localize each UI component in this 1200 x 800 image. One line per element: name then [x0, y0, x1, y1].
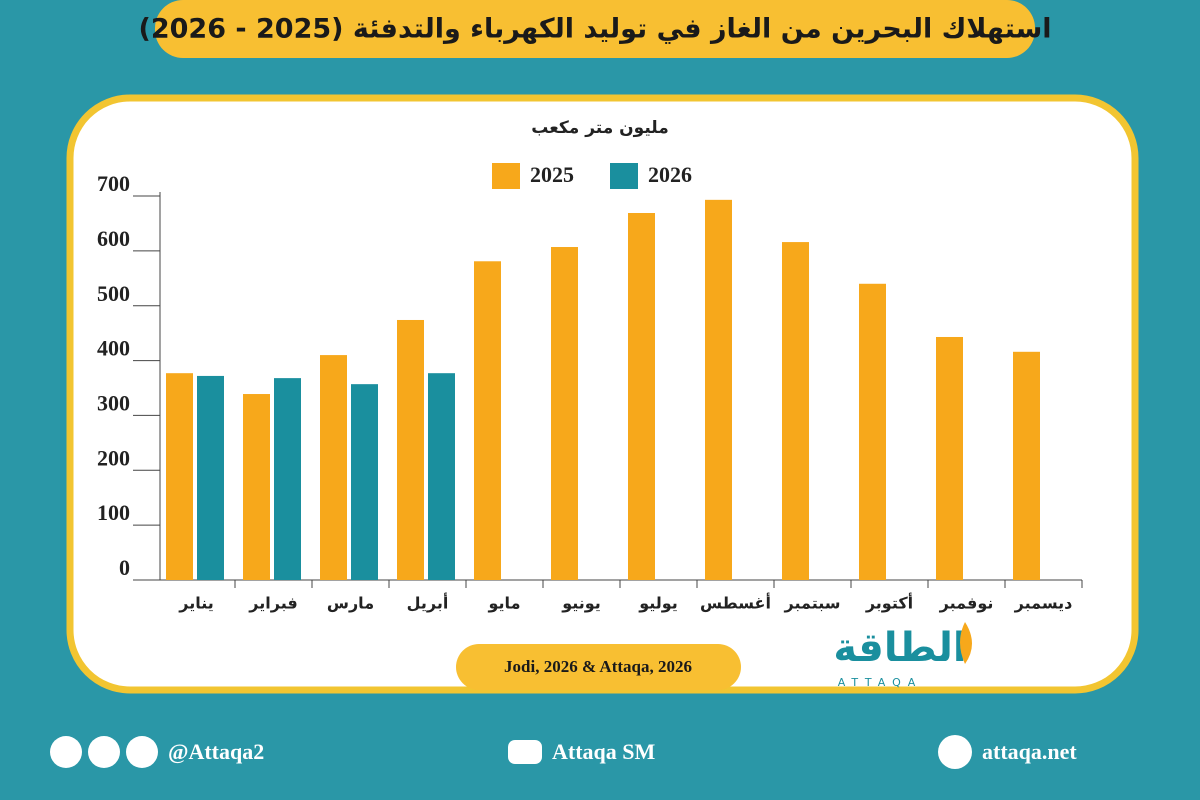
- bar: [166, 373, 193, 580]
- x-tick-label: مايو: [488, 594, 521, 613]
- website[interactable]: attaqa.net: [982, 739, 1077, 764]
- legend-label: 2025: [530, 162, 574, 187]
- bar: [705, 199, 732, 580]
- bar: [397, 319, 424, 580]
- bar: [1013, 351, 1040, 580]
- legend-swatch: [492, 163, 520, 189]
- bar: [320, 355, 347, 580]
- logo-text: الطاقة: [833, 625, 966, 671]
- facebook-icon[interactable]: [126, 736, 158, 768]
- legend-label: 2026: [648, 162, 692, 187]
- legend-swatch: [610, 163, 638, 189]
- x-tick-label: مارس: [327, 594, 374, 613]
- y-tick-label: 700: [97, 171, 130, 196]
- y-tick-label: 100: [97, 500, 130, 525]
- y-tick-label: 600: [97, 226, 130, 251]
- youtube-icon[interactable]: [508, 740, 542, 764]
- x-tick-label: ديسمبر: [1014, 594, 1073, 613]
- bar: [782, 242, 809, 580]
- x-tick-label: يناير: [178, 594, 214, 613]
- y-tick-label: 200: [97, 445, 130, 470]
- x-tick-label: أغسطس: [700, 593, 771, 613]
- x-icon[interactable]: [50, 736, 82, 768]
- bar: [936, 336, 963, 580]
- y-tick-label: 400: [97, 336, 130, 361]
- bar: [351, 384, 378, 580]
- bar: [474, 261, 501, 580]
- social-handle[interactable]: @Attaqa2: [168, 739, 264, 764]
- x-tick-label: فبراير: [248, 594, 297, 613]
- source: Jodi, 2026 & Attaqa, 2026: [504, 657, 692, 676]
- y-tick-label: 0: [119, 555, 130, 580]
- bar: [428, 373, 455, 580]
- logo-icon: [960, 622, 972, 664]
- y-tick-label: 500: [97, 281, 130, 306]
- x-tick-label: أكتوبر: [865, 593, 913, 613]
- x-tick-label: يونيو: [561, 594, 601, 613]
- bar: [859, 283, 886, 580]
- bar: [197, 375, 224, 580]
- x-tick-label: يوليو: [638, 594, 678, 613]
- instagram-icon[interactable]: [88, 736, 120, 768]
- y-tick-label: 300: [97, 390, 130, 415]
- x-tick-label: نوفمبر: [939, 594, 994, 613]
- chart-title: استهلاك البحرين من الغاز في توليد الكهرب…: [138, 14, 1051, 45]
- y-axis-label: مليون متر مكعب: [531, 118, 668, 138]
- youtube-handle[interactable]: Attaqa SM: [552, 739, 656, 764]
- x-tick-label: سبتمبر: [783, 594, 840, 613]
- footer: @Attaqa2 Attaqa SM attaqa.net: [50, 735, 1077, 769]
- web-icon[interactable]: [938, 735, 972, 769]
- bar: [551, 247, 578, 580]
- x-tick-label: أبريل: [407, 593, 449, 613]
- title-banner: [155, 0, 1035, 58]
- bar: [274, 378, 301, 580]
- source-box: [456, 644, 741, 690]
- bar: [243, 394, 270, 580]
- logo-subtext: ATTAQA: [838, 676, 923, 689]
- bar: [628, 213, 655, 580]
